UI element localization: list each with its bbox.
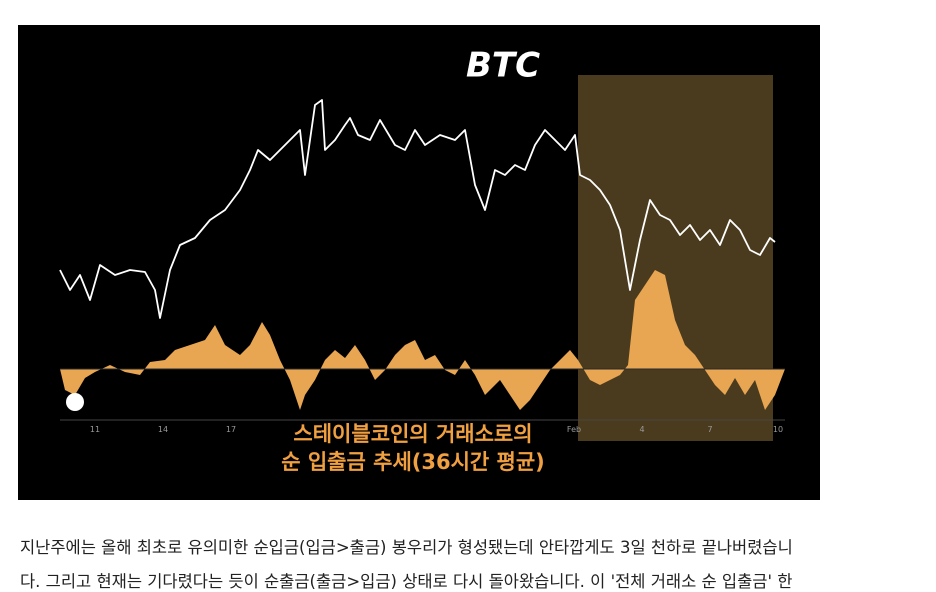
x-label: 11	[90, 425, 100, 434]
btc-price-line	[59, 99, 776, 319]
x-label: 10	[773, 425, 783, 434]
x-label: 7	[707, 425, 712, 434]
paragraph-line: 지난주에는 올해 최초로 유의미한 순입금(입금>출금) 봉우리가 형성됐는데 …	[20, 538, 793, 557]
paragraph-line: 다. 그리고 현재는 기다렸다는 듯이 순출금(출금>입금) 상태로 다시 돌아…	[20, 572, 793, 591]
x-label: 17	[226, 425, 236, 434]
figure-title: BTC	[466, 46, 540, 86]
chart-image: BTC 11 14 17 Feb 4 7 10 스테이블코인의 거래소로의 순 입출금 추세…	[18, 25, 820, 500]
page: BTC 11 14 17 Feb 4 7 10 스테이블코인의 거래소로의 순 입출금 추세…	[18, 25, 820, 591]
x-axis-labels: 11 14 17 Feb 4 7 10	[90, 425, 783, 434]
x-label: 14	[158, 425, 168, 434]
caption-line: 순 입출금 추세(36시간 평균)	[281, 450, 545, 474]
x-label: Feb	[567, 425, 581, 434]
caption-line: 스테이블코인의 거래소로의	[293, 422, 532, 446]
tv-logo	[66, 393, 84, 411]
netflow-area	[60, 270, 785, 410]
x-label: 4	[639, 425, 644, 434]
